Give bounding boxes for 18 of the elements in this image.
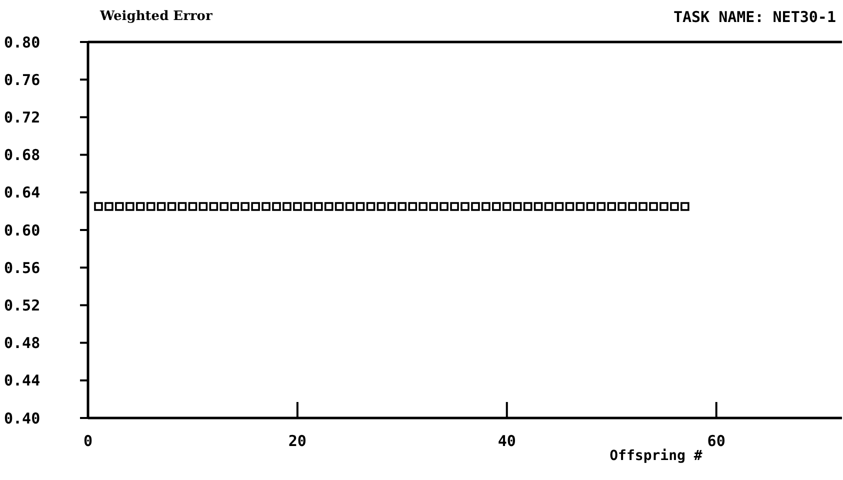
x-tick-label: 0	[83, 432, 93, 450]
y-tick-label: 0.80	[4, 33, 40, 52]
y-tick-label: 0.40	[4, 409, 40, 428]
y-tick-label: 0.76	[4, 70, 40, 89]
y-tick-label: 0.72	[4, 108, 40, 126]
y-tick-label: 0.68	[4, 146, 40, 164]
x-tick-label: 60	[707, 432, 726, 450]
y-tick-label: 0.64	[4, 184, 40, 202]
x-tick-label: 40	[498, 432, 516, 450]
x-axis-title: Offspring #	[610, 448, 703, 464]
y-tick-label: 0.56	[4, 258, 40, 277]
chart-title: TASK NAME: NET30-1	[673, 8, 836, 26]
x-tick-label: 20	[288, 432, 306, 450]
y-tick-label: 0.44	[4, 372, 40, 390]
y-axis-title: Weighted Error	[99, 9, 212, 24]
y-tick-label: 0.52	[4, 296, 40, 314]
y-tick-label: 0.48	[4, 334, 40, 352]
y-tick-label: 0.60	[4, 221, 40, 240]
